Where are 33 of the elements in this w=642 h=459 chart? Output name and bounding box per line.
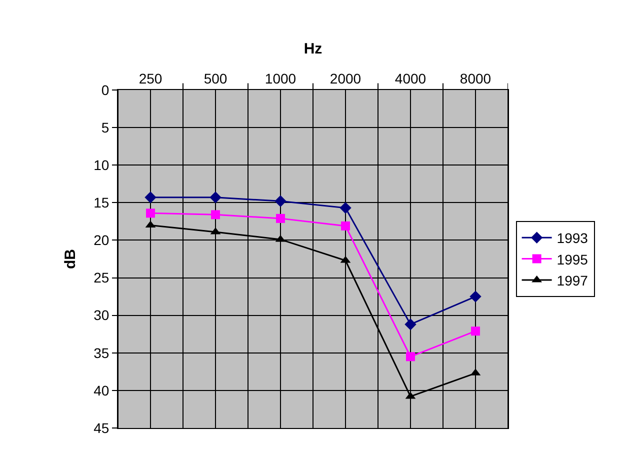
x-tick-label: 1000 [264,70,296,86]
point [144,192,156,204]
y-tick-label: 20 [94,232,110,248]
x-tick-label: 2000 [330,70,362,86]
point [211,210,220,220]
legend-label: 1997 [556,272,588,288]
y-tick-label: 0 [101,82,110,98]
x-axis-title: Hz [304,40,322,58]
y-tick-label: 15 [94,194,110,211]
x-tick-label: 250 [138,70,162,86]
point [470,290,482,302]
y-tick-label: 35 [94,344,110,361]
y-tick-label: 45 [94,420,110,436]
x-tick-label: 4000 [394,70,426,86]
point [404,318,416,330]
legend-label: 1995 [556,251,588,268]
y-axis-title: dB [62,248,79,269]
y-tick-label: 10 [94,157,110,174]
point [340,202,352,214]
point [276,214,285,223]
point [146,208,155,218]
point [274,195,286,208]
point [341,221,350,230]
y-tick-label: 5 [101,119,110,136]
legend-label: 1993 [556,230,588,246]
y-tick-label: 40 [94,382,110,398]
x-tick-label: 8000 [460,70,492,86]
point [210,192,222,204]
x-tick-label: 500 [204,70,228,86]
y-tick-label: 30 [94,307,110,324]
point [471,326,480,336]
point [406,352,415,362]
y-tick-label: 25 [94,270,110,286]
